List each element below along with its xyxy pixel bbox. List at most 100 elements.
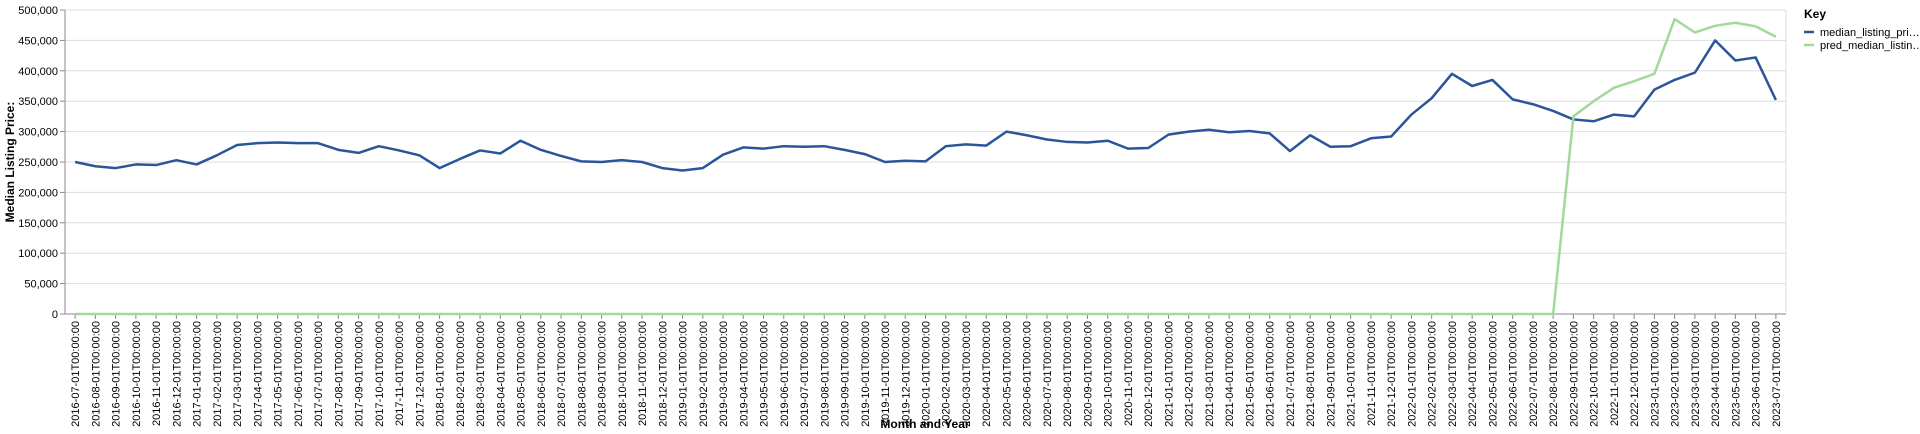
x-tick-label: 2023-07-01T00:00:00: [1771, 321, 1783, 427]
y-tick-label: 450,000: [18, 35, 58, 47]
x-axis-title: Month and Year: [880, 417, 969, 431]
legend-label: pred_median_listin…: [1820, 40, 1920, 52]
x-tick-label: 2020-08-01T00:00:00: [1062, 321, 1074, 427]
y-tick-label: 50,000: [24, 279, 58, 291]
x-tick-label: 2018-04-01T00:00:00: [495, 321, 507, 427]
x-tick-label: 2019-04-01T00:00:00: [738, 321, 750, 427]
x-tick-label: 2019-09-01T00:00:00: [840, 321, 852, 427]
x-tick-label: 2019-08-01T00:00:00: [819, 321, 831, 427]
x-tick-label: 2023-03-01T00:00:00: [1690, 321, 1702, 427]
x-tick-label: 2017-04-01T00:00:00: [252, 321, 264, 427]
y-tick-label: 350,000: [18, 96, 58, 108]
x-tick-label: 2018-05-01T00:00:00: [516, 321, 528, 427]
x-tick-label: 2020-04-01T00:00:00: [981, 321, 993, 427]
x-tick-label: 2018-12-01T00:00:00: [657, 321, 669, 427]
y-tick-label: 300,000: [18, 127, 58, 139]
x-tick-label: 2022-03-01T00:00:00: [1447, 321, 1459, 427]
x-tick-label: 2017-02-01T00:00:00: [212, 321, 224, 427]
x-tick-label: 2021-04-01T00:00:00: [1224, 321, 1236, 427]
x-tick-label: 2021-11-01T00:00:00: [1366, 321, 1378, 426]
x-tick-label: 2018-01-01T00:00:00: [435, 321, 447, 427]
x-tick-label: 2016-10-01T00:00:00: [131, 321, 143, 427]
x-tick-label: 2020-11-01T00:00:00: [1123, 321, 1135, 426]
y-tick-label: 100,000: [18, 248, 58, 260]
y-tick-label: 250,000: [18, 157, 58, 169]
x-tick-label: 2022-04-01T00:00:00: [1467, 321, 1479, 427]
series-line: [74, 39, 1778, 172]
x-tick-label: 2017-10-01T00:00:00: [374, 321, 386, 427]
x-tick-label: 2021-12-01T00:00:00: [1386, 321, 1398, 427]
x-tick-label: 2021-08-01T00:00:00: [1305, 321, 1317, 427]
x-tick-label: 2019-11-01T00:00:00: [880, 321, 892, 426]
x-tick-label: 2017-07-01T00:00:00: [313, 321, 325, 427]
x-tick-label: 2020-05-01T00:00:00: [1001, 321, 1013, 427]
x-tick-label: 2022-01-01T00:00:00: [1406, 321, 1418, 427]
x-tick-label: 2020-12-01T00:00:00: [1143, 321, 1155, 427]
x-tick-label: 2020-01-01T00:00:00: [921, 321, 933, 427]
x-tick-label: 2017-01-01T00:00:00: [192, 321, 204, 427]
x-tick-label: 2020-06-01T00:00:00: [1022, 321, 1034, 427]
x-tick-label: 2021-02-01T00:00:00: [1184, 321, 1196, 427]
x-tick-label: 2019-03-01T00:00:00: [718, 321, 730, 427]
x-tick-label: 2023-01-01T00:00:00: [1649, 321, 1661, 427]
x-tick-label: 2019-02-01T00:00:00: [698, 321, 710, 427]
series-line: [75, 17, 1777, 316]
y-tick-label: 400,000: [18, 66, 58, 78]
x-tick-label: 2023-06-01T00:00:00: [1751, 321, 1763, 427]
x-tick-label: 2016-09-01T00:00:00: [111, 321, 123, 427]
x-tick-label: 2017-06-01T00:00:00: [293, 321, 305, 427]
x-tick-label: 2016-12-01T00:00:00: [171, 321, 183, 427]
x-tick-label: 2016-07-01T00:00:00: [70, 321, 82, 427]
x-tick-label: 2023-05-01T00:00:00: [1730, 321, 1742, 427]
x-tick-label: 2016-08-01T00:00:00: [90, 321, 102, 427]
x-tick-label: 2017-08-01T00:00:00: [333, 321, 345, 427]
x-tick-label: 2020-03-01T00:00:00: [961, 321, 973, 427]
x-tick-label: 2019-05-01T00:00:00: [759, 321, 771, 427]
x-tick-label: 2022-12-01T00:00:00: [1629, 321, 1641, 427]
x-tick-label: 2021-10-01T00:00:00: [1346, 321, 1358, 427]
x-tick-label: 2021-05-01T00:00:00: [1244, 321, 1256, 427]
x-tick-label: 2018-03-01T00:00:00: [475, 321, 487, 427]
x-tick-label: 2022-06-01T00:00:00: [1508, 321, 1520, 427]
x-tick-label: 2020-02-01T00:00:00: [941, 321, 953, 427]
x-tick-label: 2021-06-01T00:00:00: [1265, 321, 1277, 427]
x-tick-label: 2018-07-01T00:00:00: [556, 321, 568, 427]
x-tick-label: 2021-03-01T00:00:00: [1204, 321, 1216, 427]
x-tick-label: 2022-02-01T00:00:00: [1427, 321, 1439, 427]
x-tick-label: 2020-10-01T00:00:00: [1103, 321, 1115, 427]
y-tick-label: 500,000: [18, 5, 58, 17]
x-tick-label: 2020-07-01T00:00:00: [1042, 321, 1054, 427]
x-tick-label: 2018-02-01T00:00:00: [455, 321, 467, 427]
x-tick-label: 2018-06-01T00:00:00: [536, 321, 548, 427]
y-tick-label: 0: [52, 309, 58, 321]
x-tick-label: 2022-11-01T00:00:00: [1609, 321, 1621, 426]
x-tick-label: 2017-03-01T00:00:00: [232, 321, 244, 427]
x-tick-label: 2022-07-01T00:00:00: [1528, 321, 1540, 427]
x-tick-label: 2023-02-01T00:00:00: [1670, 321, 1682, 427]
x-tick-label: 2016-11-01T00:00:00: [151, 321, 163, 426]
x-tick-label: 2022-05-01T00:00:00: [1487, 321, 1499, 427]
x-tick-label: 2021-07-01T00:00:00: [1285, 321, 1297, 427]
x-tick-label: 2017-09-01T00:00:00: [354, 321, 366, 427]
legend-title: Key: [1804, 7, 1826, 21]
x-tick-label: 2017-12-01T00:00:00: [414, 321, 426, 427]
y-tick-label: 200,000: [18, 187, 58, 199]
x-tick-label: 2018-11-01T00:00:00: [637, 321, 649, 426]
x-tick-label: 2022-08-01T00:00:00: [1548, 321, 1560, 427]
x-tick-label: 2022-10-01T00:00:00: [1589, 321, 1601, 427]
x-tick-label: 2019-10-01T00:00:00: [860, 321, 872, 427]
x-tick-label: 2019-07-01T00:00:00: [799, 321, 811, 427]
y-tick-label: 150,000: [18, 218, 58, 230]
x-tick-label: 2018-10-01T00:00:00: [617, 321, 629, 427]
x-tick-label: 2019-12-01T00:00:00: [900, 321, 912, 427]
x-tick-label: 2019-06-01T00:00:00: [779, 321, 791, 427]
x-tick-label: 2023-04-01T00:00:00: [1710, 321, 1722, 427]
x-tick-label: 2021-09-01T00:00:00: [1325, 321, 1337, 427]
x-tick-label: 2020-09-01T00:00:00: [1082, 321, 1094, 427]
x-tick-label: 2018-08-01T00:00:00: [576, 321, 588, 427]
x-tick-label: 2018-09-01T00:00:00: [597, 321, 609, 427]
x-tick-label: 2022-09-01T00:00:00: [1568, 321, 1580, 427]
x-tick-label: 2019-01-01T00:00:00: [678, 321, 690, 427]
y-axis-title: Median Listing Price:: [3, 102, 17, 223]
